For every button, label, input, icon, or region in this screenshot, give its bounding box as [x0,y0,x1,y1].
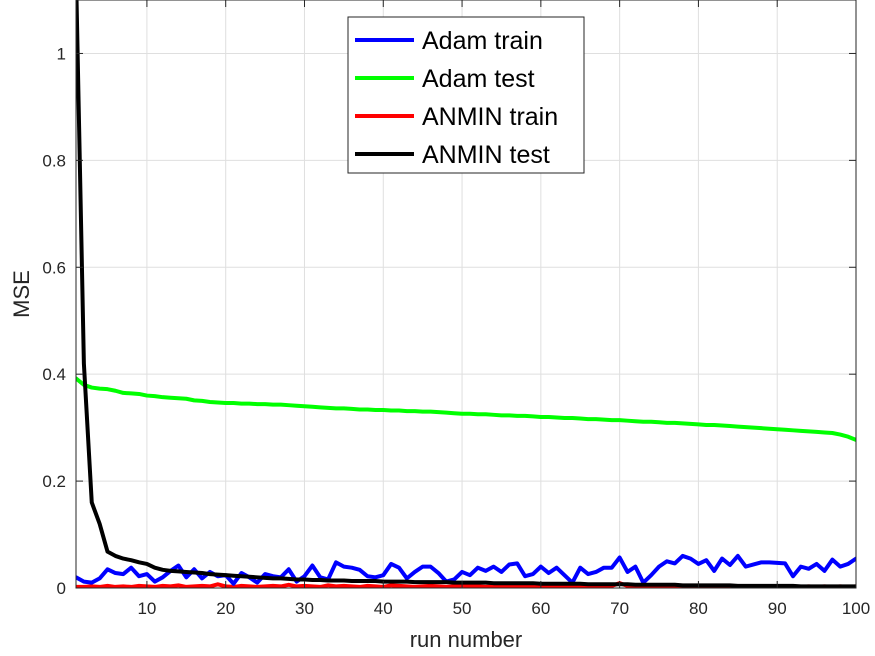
y-tick-label: 1 [57,44,66,63]
legend-label: ANMIN test [422,141,550,169]
x-axis-label: run number [410,627,523,652]
legend-label: Adam train [422,27,543,55]
y-tick-label: 0.6 [42,258,66,277]
x-tick-label: 70 [610,599,629,618]
axis-ticks: 10 20 30 40 50 60 70 80 90 100 0 0.2 0.4 0.6 0.8 1 [42,0,870,618]
series-lines [76,0,856,588]
x-tick-label: 20 [216,599,235,618]
axes-frame [75,0,857,589]
y-tick-label: 0.8 [42,151,66,170]
legend-label: Adam test [422,65,535,93]
x-tick-label: 90 [768,599,787,618]
x-tick-label: 30 [295,599,314,618]
series-line-anmin-test [76,0,856,588]
x-tick-label: 80 [689,599,708,618]
x-tick-label: 60 [531,599,550,618]
y-tick-label: 0.2 [42,472,66,491]
legend: Adam train Adam test ANMIN train ANMIN test [347,16,585,174]
x-tick-label: 10 [137,599,156,618]
legend-label: ANMIN train [422,103,558,131]
y-axis-label: MSE [9,270,34,318]
series-line-adam-train [76,553,856,586]
x-tick-label: 50 [453,599,472,618]
series-line-adam-test [76,376,856,442]
legend-box [347,16,585,174]
x-tick-label: 40 [374,599,393,618]
x-tick-label: 100 [842,599,870,618]
y-tick-label: 0 [57,579,66,598]
y-tick-label: 0.4 [42,365,66,384]
